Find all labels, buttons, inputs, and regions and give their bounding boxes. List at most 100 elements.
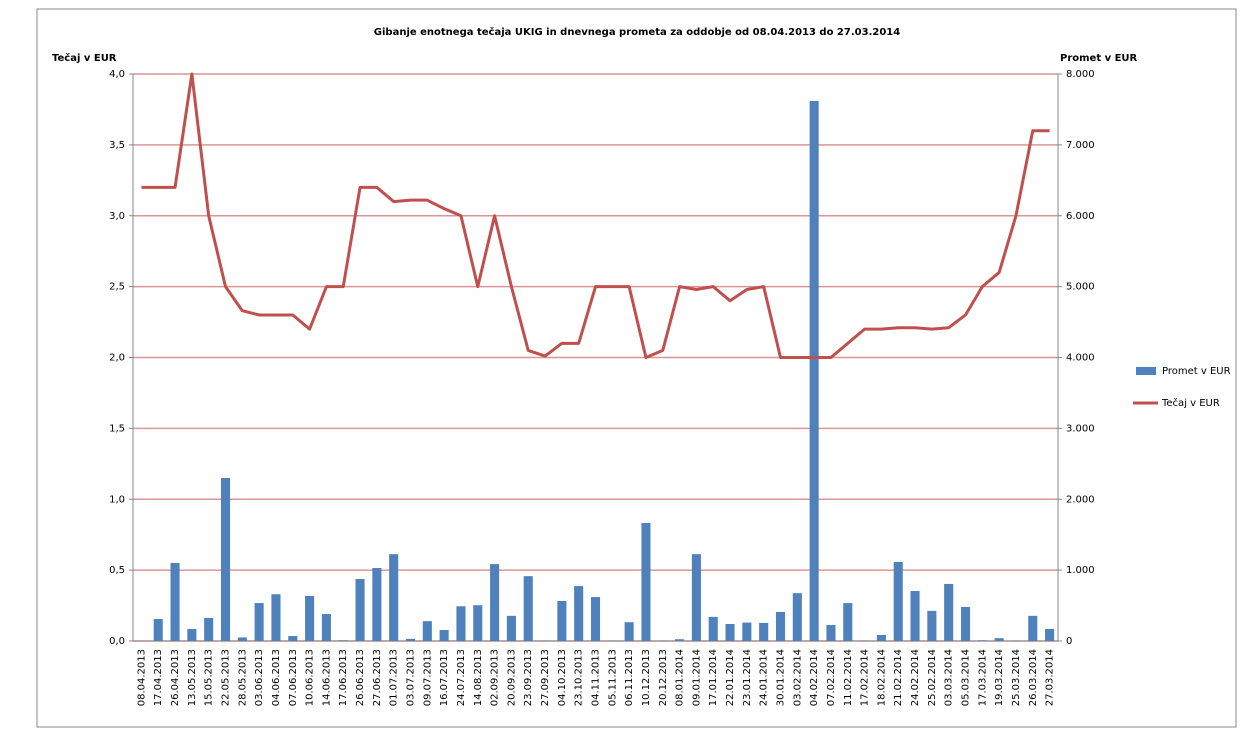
x-tick-label: 27.03.2014 [1045,649,1056,706]
bar [523,576,533,641]
bar [590,597,601,641]
x-tick-label: 03.03.2014 [944,649,955,706]
x-tick-label: 25.03.2014 [1011,649,1022,706]
bar [725,623,735,641]
bar [389,554,399,641]
x-tick-label: 28.05.2013 [237,649,248,706]
x-tick-label: 17.01.2014 [708,649,719,706]
bar [843,603,853,641]
bar [792,593,802,641]
bar [759,622,769,641]
x-tick-label: 08.01.2014 [675,649,686,706]
y2-tick-label: 7.000 [1066,140,1095,151]
y-tick-label: 0,5 [109,565,125,576]
x-tick-label: 18.02.2014 [876,649,887,706]
legend-label: Promet v EUR [1162,366,1231,377]
bar [809,100,819,642]
bar [321,614,331,641]
x-tick-label: 01.07.2013 [389,649,400,706]
y-tick-label: 2,0 [109,353,125,364]
bar [994,638,1004,641]
y-tick-label: 1,0 [109,494,125,505]
line [141,72,1050,359]
bar [960,606,971,641]
x-tick-label: 23.01.2014 [742,649,753,706]
x-tick-label: 05.03.2014 [961,649,972,706]
x-tick-label: 23.10.2013 [574,649,585,706]
bar [170,563,180,641]
bar [641,522,651,641]
bar [305,595,315,641]
x-tick-label: 10.06.2013 [305,649,316,706]
x-tick-label: 22.05.2013 [221,649,232,706]
y2-tick-label: 4.000 [1066,353,1095,364]
x-tick-label: 04.10.2013 [557,649,568,706]
bar [574,586,584,641]
x-tick-label: 07.02.2014 [826,649,837,706]
x-tick-label: 26.06.2013 [355,649,366,706]
legend-label: Tečaj v EUR [1161,397,1220,409]
chart-frame [36,8,1237,728]
y2-tick-label: 5.000 [1066,282,1095,293]
x-tick-label: 05.11.2013 [607,649,618,706]
x-tick-label: 17.03.2014 [977,649,988,706]
bar [927,610,937,641]
y2-tick-label: 0 [1066,636,1072,647]
x-tick-label: 14.06.2013 [321,649,332,706]
y-tick-label: 3,5 [109,140,125,151]
x-tick-label: 03.06.2013 [254,649,265,706]
x-tick-label: 23.09.2013 [523,649,534,706]
bar [1045,628,1055,641]
x-tick-label: 16.07.2013 [439,649,450,706]
bar [490,564,500,641]
bar [944,583,954,641]
x-tick-label: 30.01.2014 [776,649,787,706]
x-tick-label: 10.12.2013 [641,649,652,706]
bar [675,639,685,641]
x-tick-label: 17.06.2013 [338,649,349,706]
bar [405,638,416,641]
bar [1028,615,1038,641]
x-tick-label: 17.02.2014 [860,649,871,706]
bar [910,591,920,641]
y2-tick-label: 2.000 [1066,494,1095,505]
x-tick-label: 24.02.2014 [910,649,921,706]
y-tick-label: 0,0 [109,636,125,647]
bar [624,622,634,641]
bar [355,578,365,641]
y2-axis-title: Promet v EUR [1060,53,1138,64]
y-tick-label: 4,0 [109,69,125,80]
bar [826,625,836,641]
x-tick-label: 24.07.2013 [456,649,467,706]
x-tick-label: 27.09.2013 [540,649,551,706]
x-tick-label: 19.03.2014 [994,649,1005,706]
x-tick-label: 14.08.2013 [473,649,484,706]
x-tick-label: 26.04.2013 [170,649,181,706]
y-axis-title: Tečaj v EUR [52,52,117,64]
bar [506,615,516,641]
y2-tick-label: 8.000 [1066,69,1095,80]
y2-tick-label: 3.000 [1066,423,1095,434]
x-tick-label: 08.04.2013 [136,649,147,706]
x-tick-label: 17.04.2013 [153,649,164,706]
bar [708,616,718,641]
y2-tick-label: 1.000 [1066,565,1095,576]
chart-title: Gibanje enotnega tečaja UKIG in dnevnega… [374,26,900,38]
x-tick-label: 04.06.2013 [271,649,282,706]
bar [220,477,231,641]
bar [338,640,348,641]
x-tick-label: 03.02.2014 [792,649,803,706]
bar [288,636,298,641]
x-tick-label: 27.06.2013 [372,649,383,706]
bar [439,630,449,641]
x-tick-label: 04.11.2013 [591,649,602,706]
y-tick-label: 2,5 [109,282,125,293]
x-tick-label: 20.09.2013 [506,649,517,706]
x-tick-label: 25.02.2014 [927,649,938,706]
bar [775,611,786,641]
bar [422,621,432,641]
x-tick-label: 21.02.2014 [893,649,904,706]
bar [473,605,483,641]
bar [557,600,567,641]
x-tick-label: 03.07.2013 [406,649,417,706]
